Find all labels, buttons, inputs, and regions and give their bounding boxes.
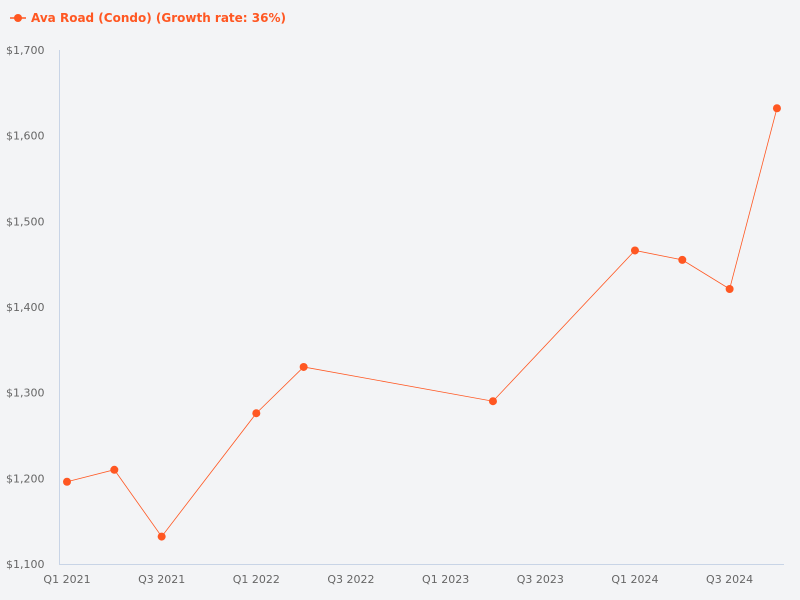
legend-label: Ava Road (Condo) (Growth rate: 36%) — [31, 11, 286, 25]
y-tick-label: $1,400 — [6, 301, 45, 314]
data-point[interactable] — [299, 362, 308, 371]
series-line — [66, 108, 778, 538]
x-tick-label: Q3 2022 — [327, 573, 374, 586]
y-tick-label: $1,100 — [6, 558, 45, 571]
y-tick-label: $1,300 — [6, 387, 45, 400]
x-tick-label: Q1 2024 — [611, 573, 658, 586]
y-tick-label: $1,200 — [6, 472, 45, 485]
legend[interactable]: Ava Road (Condo) (Growth rate: 36%) — [10, 11, 286, 25]
data-point[interactable] — [157, 532, 166, 541]
legend-marker-icon — [14, 14, 22, 22]
x-tick-label: Q1 2022 — [233, 573, 280, 586]
data-point[interactable] — [252, 409, 261, 418]
data-point[interactable] — [678, 255, 687, 264]
data-point[interactable] — [772, 104, 781, 113]
x-tick-label: Q1 2021 — [43, 573, 90, 586]
data-point[interactable] — [488, 397, 497, 406]
y-tick-label: $1,700 — [6, 44, 45, 57]
x-tick-label: Q3 2021 — [138, 573, 185, 586]
x-tick-label: Q3 2024 — [706, 573, 753, 586]
data-point[interactable] — [110, 465, 119, 474]
x-tick-label: Q1 2023 — [422, 573, 469, 586]
data-point[interactable] — [63, 477, 71, 486]
y-tick-label: $1,500 — [6, 215, 45, 228]
y-tick-label: $1,600 — [6, 130, 45, 143]
x-tick-label: Q3 2023 — [517, 573, 564, 586]
data-point[interactable] — [725, 285, 734, 294]
data-point[interactable] — [630, 246, 639, 255]
